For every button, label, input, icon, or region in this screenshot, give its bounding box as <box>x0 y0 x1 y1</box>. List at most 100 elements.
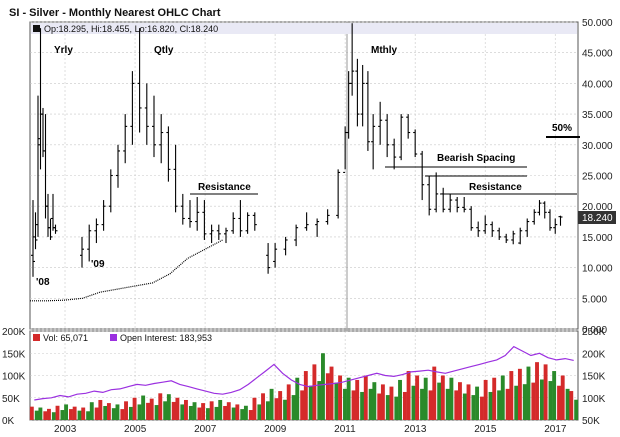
volume-bar <box>128 406 133 420</box>
annotation-mthly: Mthly <box>371 45 398 56</box>
volume-bar <box>360 391 365 420</box>
volume-bar <box>321 353 325 420</box>
volume-left-tick-label: 50K <box>2 394 20 405</box>
volume-bar <box>291 395 296 420</box>
volume-bar <box>111 408 116 420</box>
annotation-resistance-left: Resistance <box>198 182 251 193</box>
volume-left-tick-label: 150K <box>2 349 26 360</box>
volume-bar <box>343 388 347 420</box>
vol-legend: Vol: 65,071 <box>43 333 88 343</box>
price-tick-label: 45.000 <box>582 49 613 60</box>
volume-bar <box>531 382 536 420</box>
volume-bar <box>355 379 360 420</box>
volume-bar <box>29 406 34 420</box>
volume-bar <box>69 409 73 420</box>
volume-bar <box>303 371 308 420</box>
volume-bar <box>197 407 202 420</box>
volume-bar <box>557 385 561 420</box>
volume-right-tick-label: 250K <box>582 327 606 338</box>
volume-bar <box>146 402 150 420</box>
volume-bar <box>363 375 368 420</box>
last-price-tag: 18.240 <box>578 211 616 224</box>
volume-bar <box>574 399 579 420</box>
volume-bar <box>483 379 488 420</box>
volume-bar <box>548 381 553 420</box>
volume-bar <box>317 381 322 420</box>
annotation-qtly: Qtly <box>154 45 174 56</box>
volume-bar <box>98 399 103 420</box>
volume-bar <box>72 406 77 420</box>
volume-bar <box>488 391 493 420</box>
volume-bar <box>380 384 385 420</box>
volume-bar <box>449 377 454 420</box>
price-tick-label: 20.000 <box>582 202 613 213</box>
x-tick-label: 2015 <box>474 424 497 435</box>
volume-bar <box>89 402 94 420</box>
volume-bar <box>43 411 48 420</box>
annotation-bearish-spacing: Bearish Spacing <box>437 153 515 164</box>
x-tick-label: 2013 <box>404 424 427 435</box>
volume-bar <box>103 405 108 420</box>
volume-bar <box>269 388 274 420</box>
volume-bar <box>163 401 168 420</box>
price-tick-label: 0.000 <box>582 325 607 336</box>
price-tick-label: 35.000 <box>582 110 613 121</box>
volume-bar <box>539 379 544 420</box>
volume-bar <box>423 377 428 420</box>
volume-bar <box>184 399 188 420</box>
volume-bar <box>454 390 459 420</box>
volume-bar <box>526 366 531 420</box>
annotation-2008: '08 <box>36 277 50 288</box>
volume-bar <box>226 402 231 420</box>
volume-bar <box>522 384 527 420</box>
volume-bar <box>240 409 245 420</box>
volume-bar <box>86 411 91 420</box>
ohlc-legend-swatch <box>33 25 40 32</box>
price-tick-label: 25.000 <box>582 172 613 183</box>
volume-bar <box>385 395 390 420</box>
last-price-tag-bg <box>578 211 616 224</box>
price-y-axis: 0.000 5.000 10.000 15.000 20.000 25.000 30.000… <box>582 18 613 336</box>
volume-bar <box>517 368 522 420</box>
volume-bar <box>214 406 219 420</box>
volume-bar <box>286 384 291 420</box>
volume-bar <box>60 410 65 420</box>
volume-bar <box>411 385 416 420</box>
volume-bar <box>329 366 334 420</box>
x-tick-label: 2017 <box>544 424 567 435</box>
volume-bar <box>206 408 210 420</box>
chart-title: SI - Silver - Monthly Nearest OHLC Chart <box>9 7 221 19</box>
volume-bar <box>137 404 142 420</box>
price-tick-label: 40.000 <box>582 79 613 90</box>
volume-bar <box>283 399 287 420</box>
volume-bar <box>124 401 128 420</box>
volume-bar <box>338 375 343 420</box>
x-tick-label: 2005 <box>124 424 147 435</box>
volume-bar <box>471 395 476 420</box>
volume-bar <box>47 408 51 420</box>
volume-bar <box>180 404 185 420</box>
volume-bar <box>201 403 206 420</box>
volume-bar <box>377 393 382 420</box>
volume-bar <box>223 405 228 420</box>
volume-bar <box>500 375 505 420</box>
volume-bar <box>415 375 420 420</box>
volume-left-tick-label: 100K <box>2 372 26 383</box>
volume-bar <box>243 405 248 420</box>
volume-bar <box>351 390 356 420</box>
volume-bar <box>171 401 176 420</box>
volume-bar <box>188 405 193 420</box>
volume-bar <box>81 407 86 420</box>
x-tick-label: 2003 <box>54 424 77 435</box>
volume-right-tick-label: 100K <box>582 394 606 405</box>
volume-bar <box>543 364 548 420</box>
annotation-resistance-right: Resistance <box>469 182 522 193</box>
volume-bar <box>274 398 279 420</box>
volume-bar <box>235 404 240 420</box>
volume-bar <box>64 404 69 420</box>
volume-bar <box>192 402 197 420</box>
price-line-path <box>30 239 223 302</box>
annotations: Yrly Qtly Mthly Resistance Bearish Spaci… <box>36 45 580 288</box>
volume-bar <box>334 382 339 420</box>
volume-bar <box>389 386 394 420</box>
